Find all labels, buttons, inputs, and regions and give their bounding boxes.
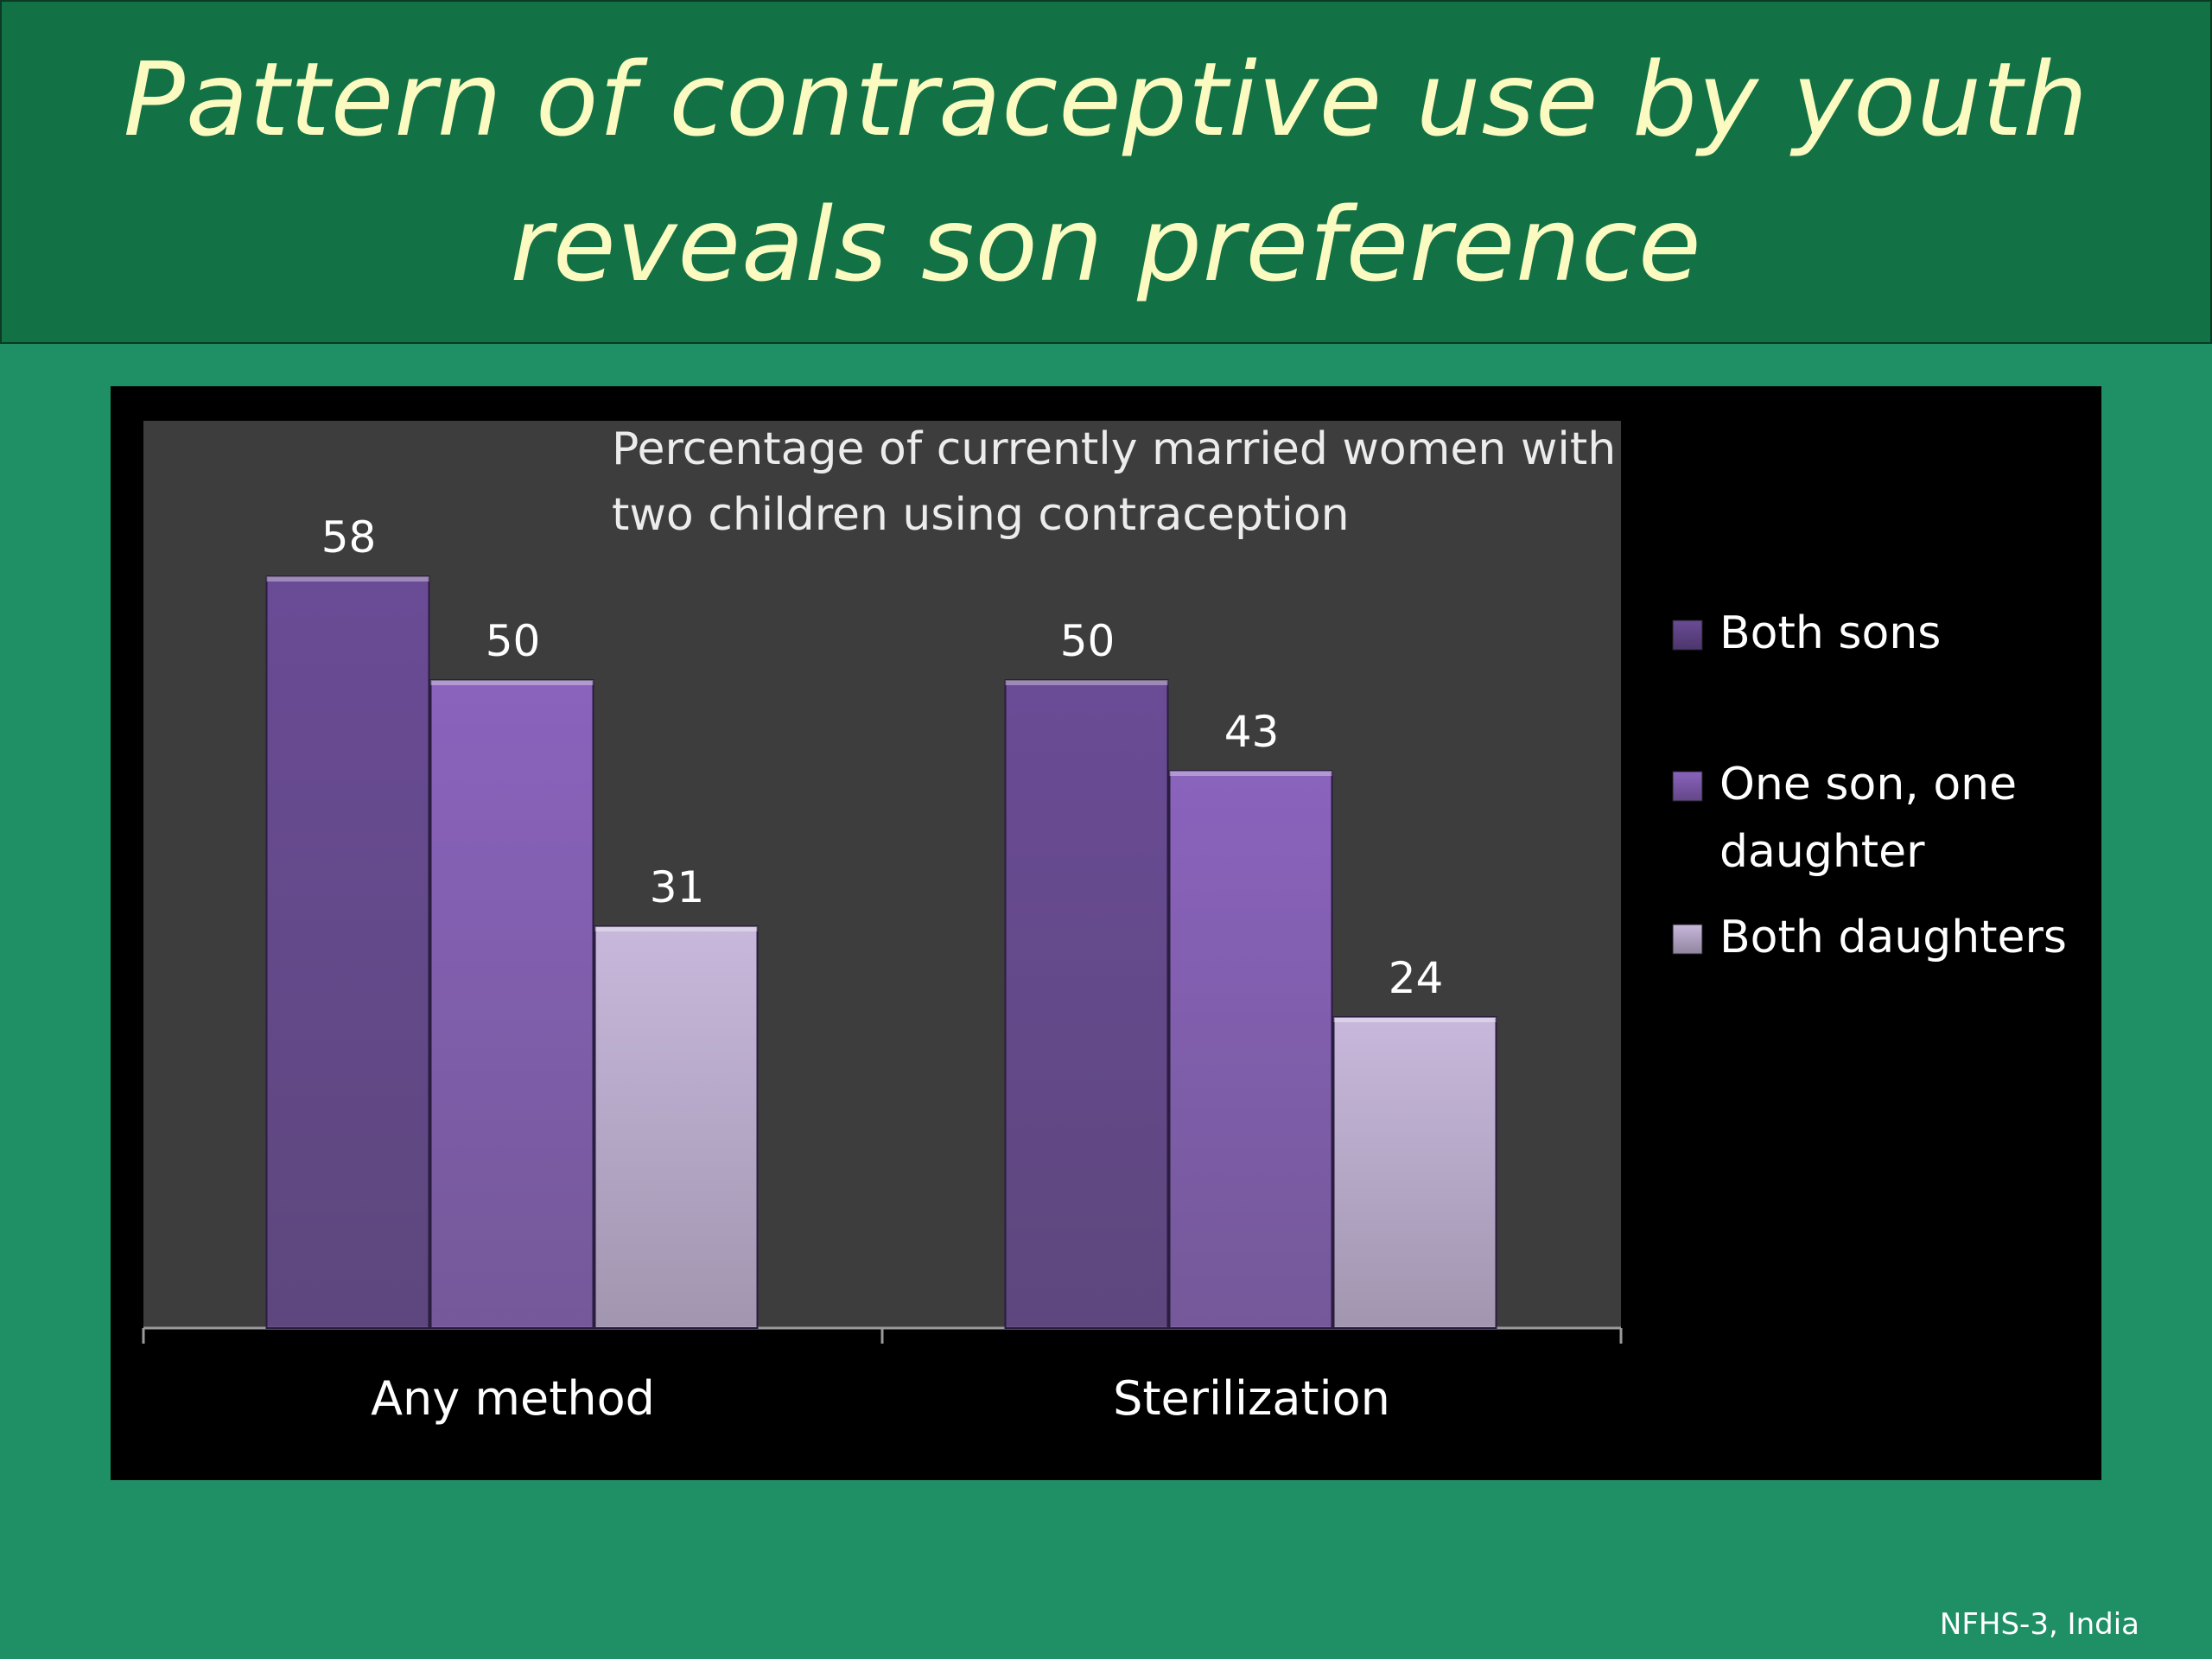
x-axis-label: Any method [371,1371,655,1426]
legend-swatch [1672,620,1703,651]
bar-highlight [594,926,758,931]
data-label: 24 [1389,953,1444,1003]
data-label: 31 [650,862,705,912]
bar-both-sons-sterilization [1004,679,1169,1329]
bar-one-son-one-daughter-any-method [429,679,594,1329]
data-label: 58 [321,512,377,563]
bar-highlight [1333,1017,1497,1022]
bar-both-sons-any-method [265,575,430,1329]
bar-chart: Percentage of currently married women wi… [142,421,2067,1426]
legend-label: Both daughters [1719,912,2067,963]
bar-highlight [1169,771,1332,776]
source-note: NFHS-3, India [1939,1607,2139,1642]
legend-label: One son, one [1719,759,2017,810]
slide-title: Pattern of contraceptive use by youth re… [123,40,2089,304]
data-label: 43 [1224,707,1280,757]
legend-swatch [1672,771,1703,802]
bar-highlight [1005,680,1168,685]
title-band: Pattern of contraceptive use by youth re… [0,0,2212,344]
bar-both-daughters-any-method [594,925,759,1329]
bar-highlight [266,576,429,582]
bar-one-son-one-daughter-sterilization [1168,770,1333,1329]
data-label: 50 [486,616,541,666]
bar-both-daughters-sterilization [1332,1016,1497,1329]
bar-highlight [430,680,594,685]
x-axis-label: Sterilization [1113,1371,1390,1426]
legend-label: Both sons [1719,607,1941,659]
legend-swatch [1672,924,1703,955]
chart-title-line-2: two children using contraception [612,489,1350,541]
legend-label: daughter [1719,826,1925,878]
chart-title-line-1: Percentage of currently married women wi… [612,423,1616,475]
chart-panel: Percentage of currently married women wi… [111,386,2101,1480]
data-label: 50 [1060,616,1116,666]
